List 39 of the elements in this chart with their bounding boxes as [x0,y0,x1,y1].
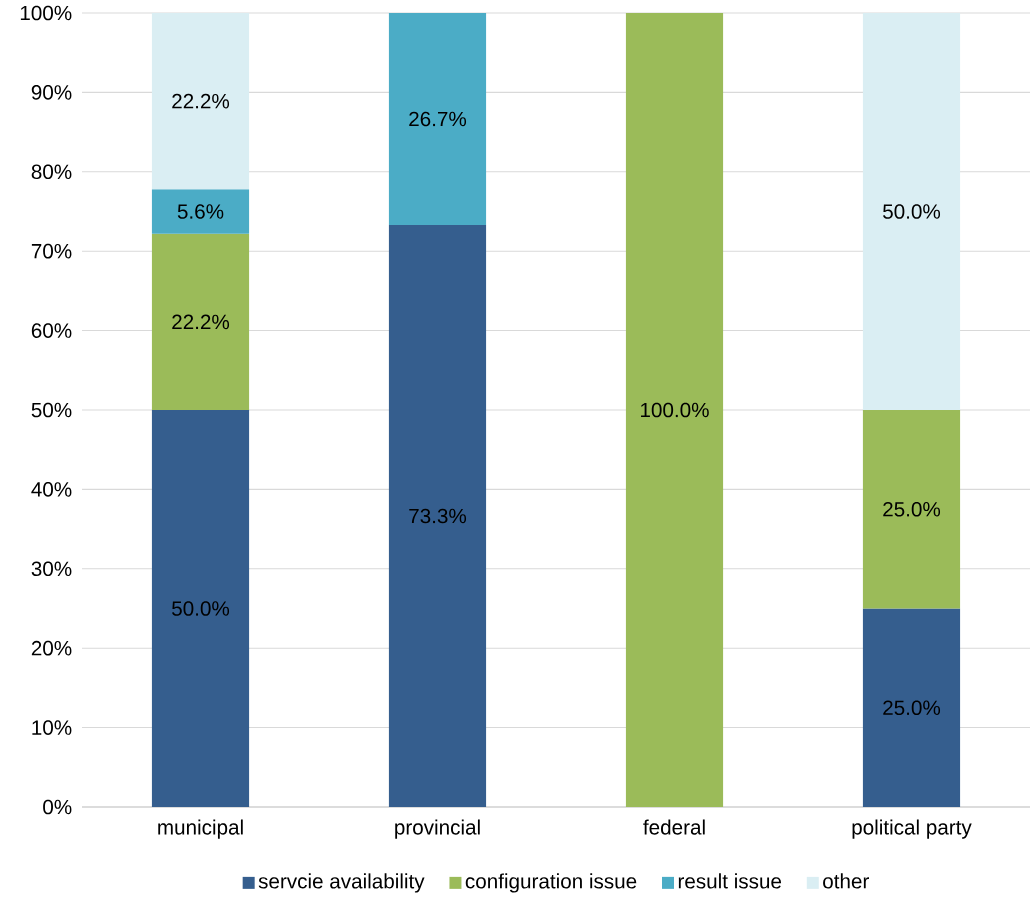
legend-label: other [823,873,869,889]
y-tick-label: 90% [31,85,72,100]
x-tick-label: political party [852,819,972,839]
y-tick-label: 60% [31,323,72,338]
bar [388,12,487,225]
data-label: 100.0% [641,402,709,418]
y-tick-label: 50% [31,402,72,418]
x-tick-label: federal [643,819,705,835]
data-label: 73.3% [409,508,467,524]
y-tick-label: 40% [31,482,72,497]
y-tick-label: 20% [31,640,72,656]
bar [862,608,961,807]
legend-label: result issue [678,873,782,889]
bar [151,12,250,190]
x-tick-label: provincial [395,819,480,839]
data-label: 22.2% [172,93,230,109]
bar [862,409,961,609]
bar [862,12,961,410]
data-label: 50.0% [883,204,941,219]
legend-label: servcie availability [258,873,425,893]
x-tick-label: municipal [158,819,243,839]
legend-label: configuration issue [465,873,637,893]
bar [388,224,487,807]
data-label: 25.0% [883,501,941,517]
data-label: 22.2% [172,314,230,330]
y-tick-label: 0% [43,799,72,815]
bar [151,409,250,807]
y-tick-label: 70% [31,243,72,259]
data-label: 26.7% [409,111,467,127]
data-label: 5.6% [177,204,224,219]
bar [151,189,250,234]
y-tick-label: 10% [32,720,72,735]
bar [151,233,250,410]
data-label: 25.0% [883,700,941,716]
bar [625,12,724,807]
y-tick-label: 80% [31,164,72,180]
y-tick-label: 30% [31,561,72,577]
y-tick-label: 100% [20,5,72,21]
data-label: 50.0% [172,601,230,616]
